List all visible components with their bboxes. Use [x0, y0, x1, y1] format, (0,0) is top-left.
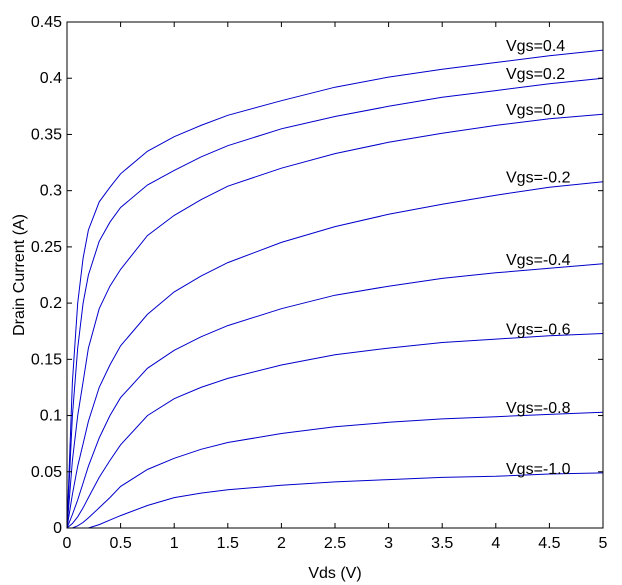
y-tick-label: 0.35: [31, 126, 62, 143]
series-line: [66, 263, 604, 529]
series-line: [66, 113, 604, 529]
y-axis-ticks: 0 0.05 0.1 0.15 0.2 0.25 0.3 0.35 0.4 0.45: [31, 14, 603, 537]
x-tick-label: 4.5: [538, 535, 560, 552]
x-tick-label: 2.5: [324, 535, 346, 552]
curve-label: Vgs=0.2: [506, 66, 565, 83]
y-tick-label: 0.25: [31, 239, 62, 256]
y-tick-label: 0.1: [40, 408, 62, 425]
series-line: [66, 49, 604, 529]
series-line: [66, 181, 604, 529]
x-tick-label: 5: [599, 535, 608, 552]
x-tick-label: 1.5: [217, 535, 239, 552]
y-tick-label: 0.15: [31, 351, 62, 368]
y-axis-title: Drain Current (A): [11, 214, 28, 336]
x-tick-label: 4: [491, 535, 500, 552]
series-line: [66, 333, 604, 529]
x-axis-ticks: 0 0.5 1 1.5 2 2.5 3 3.5 4 4.5 5: [63, 22, 608, 552]
x-tick-label: 0: [63, 535, 72, 552]
y-tick-label: 0.45: [31, 14, 62, 31]
curve-label: Vgs=0.0: [506, 102, 565, 119]
series-lines: [66, 49, 604, 529]
curve-label: Vgs=-0.4: [506, 252, 571, 269]
x-tick-label: 0.5: [109, 535, 131, 552]
y-tick-label: 0.05: [31, 464, 62, 481]
curve-labels: Vgs=0.4 Vgs=0.2 Vgs=0.0 Vgs=-0.2 Vgs=-0.4 Vgs…: [506, 38, 571, 478]
y-tick-label: 0.3: [40, 183, 62, 200]
curve-label: Vgs=-0.2: [506, 170, 571, 187]
curve-label: Vgs=-1.0: [506, 461, 571, 478]
x-tick-label: 1: [170, 535, 179, 552]
y-tick-label: 0.2: [40, 295, 62, 312]
series-line: [66, 77, 604, 529]
curve-label: Vgs=-0.8: [506, 400, 571, 417]
curve-label: Vgs=-0.6: [506, 321, 571, 338]
curve-label: Vgs=0.4: [506, 38, 565, 55]
x-axis-title: Vds (V): [308, 565, 361, 582]
y-tick-label: 0: [53, 520, 62, 537]
x-tick-label: 3.5: [431, 535, 453, 552]
y-tick-label: 0.4: [40, 70, 62, 87]
series-line: [67, 411, 604, 529]
x-tick-label: 3: [384, 535, 393, 552]
x-tick-label: 2: [277, 535, 286, 552]
